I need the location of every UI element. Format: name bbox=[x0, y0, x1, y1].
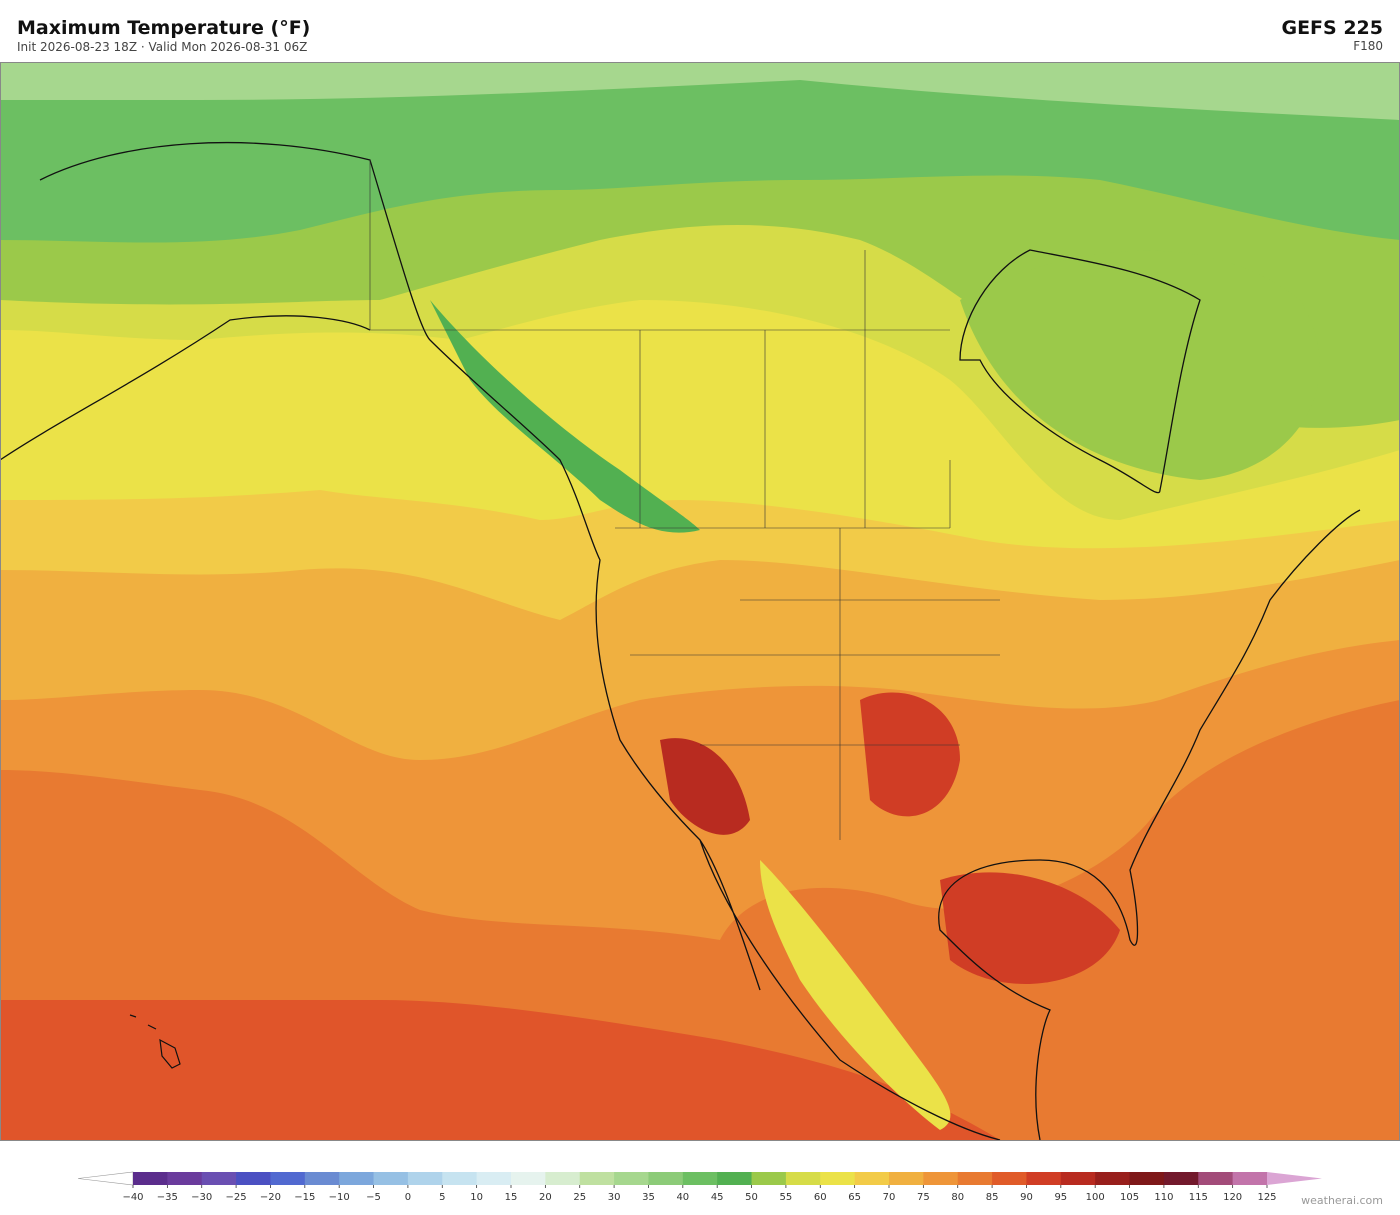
colorbar-tick-label: −40 bbox=[122, 1192, 143, 1203]
colorbar-tick-label: 110 bbox=[1154, 1192, 1173, 1203]
colorbar-tick-label: 55 bbox=[780, 1192, 793, 1203]
colorbar-swatch bbox=[270, 1172, 306, 1185]
colorbar-tick-label: 35 bbox=[642, 1192, 655, 1203]
colorbar-tick-label: 115 bbox=[1189, 1192, 1208, 1203]
colorbar-swatch bbox=[717, 1172, 753, 1185]
colorbar-tick-label: −5 bbox=[366, 1192, 381, 1203]
colorbar-tick-label: 25 bbox=[573, 1192, 586, 1203]
colorbar-swatch bbox=[201, 1172, 237, 1185]
colorbar-swatch bbox=[1163, 1172, 1199, 1185]
colorbar-tick-label: 60 bbox=[814, 1192, 827, 1203]
model-label: GEFS 225 bbox=[1281, 17, 1383, 39]
colorbar-tick-label: −30 bbox=[191, 1192, 212, 1203]
colorbar-tick-label: 90 bbox=[1020, 1192, 1033, 1203]
colorbar-swatch bbox=[957, 1172, 993, 1185]
colorbar-tick-label: 15 bbox=[505, 1192, 518, 1203]
colorbar-tick-label: 80 bbox=[951, 1192, 964, 1203]
colorbar-swatch bbox=[407, 1172, 443, 1185]
title: Maximum Temperature (°F) bbox=[17, 17, 310, 39]
colorbar-swatch bbox=[304, 1172, 340, 1185]
map bbox=[0, 62, 1400, 1141]
colorbar-swatch bbox=[682, 1172, 718, 1185]
colorbar-tick-label: 65 bbox=[848, 1192, 861, 1203]
colorbar-tick-label: 50 bbox=[745, 1192, 758, 1203]
colorbar-swatch bbox=[511, 1172, 546, 1185]
colorbar-swatch bbox=[889, 1172, 924, 1185]
colorbar-tick-label: 120 bbox=[1223, 1192, 1242, 1203]
colorbar-swatch bbox=[923, 1172, 959, 1185]
colorbar-swatch bbox=[1095, 1172, 1131, 1185]
colorbar-swatch bbox=[992, 1172, 1027, 1185]
colorbar-swatch bbox=[476, 1172, 512, 1185]
colorbar-swatch bbox=[820, 1172, 856, 1185]
colorbar-swatch bbox=[236, 1172, 271, 1185]
colorbar-tick-label: 40 bbox=[676, 1192, 689, 1203]
colorbar: −40 −35 −30 −25 −20 −15 −10 −5 0 5 10 15 20 25 30 35 40 4… bbox=[77, 1171, 1322, 1203]
colorbar-swatch bbox=[1026, 1172, 1062, 1185]
colorbar-swatch bbox=[1198, 1172, 1234, 1185]
colorbar-swatch bbox=[545, 1172, 581, 1185]
colorbar-swatch bbox=[751, 1172, 787, 1185]
colorbar-tick-label: 10 bbox=[470, 1192, 483, 1203]
colorbar-swatch bbox=[614, 1172, 649, 1185]
colorbar-swatch bbox=[1129, 1172, 1165, 1185]
colorbar-swatch bbox=[785, 1172, 821, 1185]
colorbar-swatch bbox=[167, 1172, 203, 1185]
colorbar-tick-label: 20 bbox=[539, 1192, 552, 1203]
colorbar-under bbox=[77, 1171, 134, 1186]
colorbar-tick-label: −15 bbox=[294, 1192, 315, 1203]
colorbar-swatch bbox=[133, 1172, 168, 1185]
colorbar-tick-label: −25 bbox=[226, 1192, 247, 1203]
colorbar-tick-label: −20 bbox=[260, 1192, 281, 1203]
colorbar-tick-label: −35 bbox=[157, 1192, 178, 1203]
colorbar-swatch bbox=[1060, 1172, 1096, 1185]
colorbar-tick-label: 5 bbox=[439, 1192, 445, 1203]
colorbar-tick-label: 105 bbox=[1120, 1192, 1139, 1203]
forecast-hour: F180 bbox=[1353, 39, 1383, 53]
colorbar-swatch bbox=[579, 1172, 615, 1185]
colorbar-tick-label: 70 bbox=[883, 1192, 896, 1203]
colorbar-swatch bbox=[442, 1172, 478, 1185]
colorbar-tick-label: 95 bbox=[1054, 1192, 1067, 1203]
colorbar-over bbox=[1267, 1172, 1322, 1185]
colorbar-tick-label: 75 bbox=[917, 1192, 930, 1203]
colorbar-tick-label: 85 bbox=[986, 1192, 999, 1203]
credit: weatherai.com bbox=[1301, 1194, 1383, 1207]
colorbar-tick-label: 125 bbox=[1257, 1192, 1276, 1203]
colorbar-swatch bbox=[854, 1172, 890, 1185]
colorbar-swatch bbox=[1232, 1172, 1268, 1185]
colorbar-swatch bbox=[373, 1172, 409, 1185]
colorbar-tick-label: 0 bbox=[405, 1192, 411, 1203]
colorbar-tick-label: 30 bbox=[608, 1192, 621, 1203]
colorbar-tick-label: −10 bbox=[329, 1192, 350, 1203]
subtitle: Init 2026-08-23 18Z · Valid Mon 2026-08-… bbox=[17, 40, 307, 54]
colorbar-swatch bbox=[339, 1172, 375, 1185]
colorbar-tick-label: 100 bbox=[1086, 1192, 1105, 1203]
colorbar-swatch bbox=[648, 1172, 684, 1185]
colorbar-tick-label: 45 bbox=[711, 1192, 724, 1203]
